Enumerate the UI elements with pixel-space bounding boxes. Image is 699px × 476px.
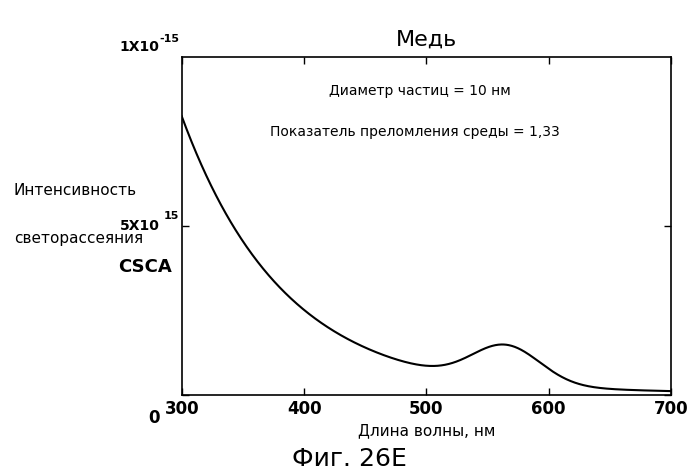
Text: Диаметр частиц = 10 нм: Диаметр частиц = 10 нм xyxy=(329,84,510,98)
Text: 1X10: 1X10 xyxy=(120,40,160,54)
Text: CSCA: CSCA xyxy=(118,258,172,276)
Text: -15: -15 xyxy=(159,34,179,44)
Title: Медь: Медь xyxy=(396,30,457,50)
Text: светорассеяния: светорассеяния xyxy=(14,230,143,246)
Text: 15: 15 xyxy=(164,211,179,221)
X-axis label: Длина волны, нм: Длина волны, нм xyxy=(358,424,495,438)
Text: Показатель преломления среды = 1,33: Показатель преломления среды = 1,33 xyxy=(270,125,560,139)
Text: 0: 0 xyxy=(148,408,160,426)
Text: Фиг. 26Е: Фиг. 26Е xyxy=(292,447,407,471)
Text: Интенсивность: Интенсивность xyxy=(14,183,137,198)
Text: 5X10: 5X10 xyxy=(120,219,160,233)
